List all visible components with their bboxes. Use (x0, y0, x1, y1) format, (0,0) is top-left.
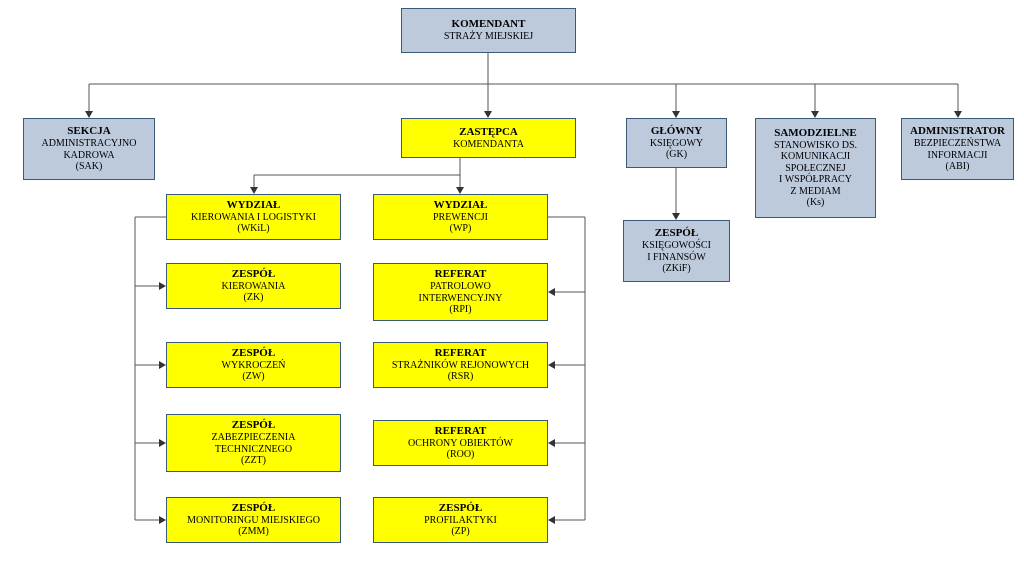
box-title: REFERAT (435, 347, 487, 360)
box-line: (WP) (450, 223, 472, 235)
box-line: Z MEDIAM (790, 186, 840, 198)
box-line: KOMENDANTA (453, 139, 524, 151)
box-title: ZESPÓŁ (232, 419, 275, 432)
box-line: TECHNICZNEGO (215, 444, 292, 456)
box-line: INFORMACJI (927, 150, 987, 162)
box-line: STRAŻY MIEJSKIEJ (444, 31, 533, 43)
box-zkier: ZESPÓŁKIEROWANIA(ZK) (166, 263, 341, 309)
box-line: (RPI) (449, 304, 471, 316)
box-zastepca: ZASTĘPCAKOMENDANTA (401, 118, 576, 158)
box-title: WYDZIAŁ (227, 199, 281, 212)
box-line: (ZK) (244, 292, 264, 304)
box-line: (GK) (666, 149, 687, 161)
box-rsr: REFERATSTRAŻNIKÓW REJONOWYCH(RSR) (373, 342, 548, 388)
box-line: I FINANSÓW (647, 252, 706, 264)
box-line: (ZMM) (238, 526, 269, 538)
box-line: (ROO) (447, 449, 475, 461)
box-zmm: ZESPÓŁMONITORINGU MIEJSKIEGO(ZMM) (166, 497, 341, 543)
box-line: (SAK) (76, 161, 103, 173)
box-title: ZESPÓŁ (232, 502, 275, 515)
box-line: (ZZT) (241, 455, 266, 467)
box-line: STRAŻNIKÓW REJONOWYCH (392, 360, 529, 372)
box-line: (RSR) (448, 371, 474, 383)
box-line: SPOŁECZNEJ (785, 163, 846, 175)
box-komendant: KOMENDANTSTRAŻY MIEJSKIEJ (401, 8, 576, 53)
box-line: (WKiL) (237, 223, 269, 235)
box-line: KSIĘGOWY (650, 138, 703, 150)
box-line: KOMUNIKACJI (781, 151, 850, 163)
box-line: PATROLOWO (430, 281, 491, 293)
box-wydzialKil: WYDZIAŁKIEROWANIA I LOGISTYKI(WKiL) (166, 194, 341, 240)
box-zespolKsieg: ZESPÓŁKSIĘGOWOŚCII FINANSÓW(ZKiF) (623, 220, 730, 282)
box-title: ADMINISTRATOR (910, 125, 1005, 138)
box-line: KSIĘGOWOŚCI (642, 240, 711, 252)
box-title: SEKCJA (67, 125, 110, 138)
box-line: KIEROWANIA I LOGISTYKI (191, 212, 316, 224)
box-title: ZASTĘPCA (459, 126, 518, 139)
box-rpi: REFERATPATROLOWOINTERWENCYJNY(RPI) (373, 263, 548, 321)
box-line: (ABI) (946, 161, 970, 173)
box-line: KIEROWANIA (222, 281, 286, 293)
box-line: BEZPIECZEŃSTWA (914, 138, 1001, 150)
box-line: I WSPÓŁPRACY (779, 174, 852, 186)
box-title: GŁÓWNY (651, 125, 702, 138)
box-title: ZESPÓŁ (655, 227, 698, 240)
box-title: ZESPÓŁ (232, 347, 275, 360)
box-line: (ZW) (242, 371, 264, 383)
box-line: KADROWA (63, 150, 114, 162)
box-zp: ZESPÓŁPROFILAKTYKI(ZP) (373, 497, 548, 543)
box-administrator: ADMINISTRATORBEZPIECZEŃSTWAINFORMACJI(AB… (901, 118, 1014, 180)
box-line: ADMINISTRACYJNO (41, 138, 136, 150)
box-zzt: ZESPÓŁZABEZPIECZENIATECHNICZNEGO(ZZT) (166, 414, 341, 472)
box-title: REFERAT (435, 268, 487, 281)
box-line: (ZP) (451, 526, 469, 538)
box-line: (ZKiF) (662, 263, 690, 275)
box-title: KOMENDANT (452, 18, 526, 31)
box-line: OCHRONY OBIEKTÓW (408, 438, 513, 450)
box-line: PROFILAKTYKI (424, 515, 497, 527)
box-glowny: GŁÓWNYKSIĘGOWY(GK) (626, 118, 727, 168)
box-line: ZABEZPIECZENIA (212, 432, 296, 444)
box-line: INTERWENCYJNY (419, 293, 503, 305)
box-wydzialPrew: WYDZIAŁPREWENCJI(WP) (373, 194, 548, 240)
box-title: ZESPÓŁ (439, 502, 482, 515)
box-line: PREWENCJI (433, 212, 488, 224)
box-roo: REFERATOCHRONY OBIEKTÓW(ROO) (373, 420, 548, 466)
box-title: REFERAT (435, 425, 487, 438)
box-title: WYDZIAŁ (434, 199, 488, 212)
box-zw: ZESPÓŁWYKROCZEŃ(ZW) (166, 342, 341, 388)
box-line: WYKROCZEŃ (222, 360, 286, 372)
box-line: STANOWISKO DS. (774, 140, 857, 152)
box-line: MONITORINGU MIEJSKIEGO (187, 515, 320, 527)
box-title: ZESPÓŁ (232, 268, 275, 281)
box-samodzielne: SAMODZIELNESTANOWISKO DS.KOMUNIKACJISPOŁ… (755, 118, 876, 218)
box-sekcja: SEKCJAADMINISTRACYJNOKADROWA(SAK) (23, 118, 155, 180)
box-line: (Ks) (807, 197, 825, 209)
box-title: SAMODZIELNE (774, 127, 857, 140)
